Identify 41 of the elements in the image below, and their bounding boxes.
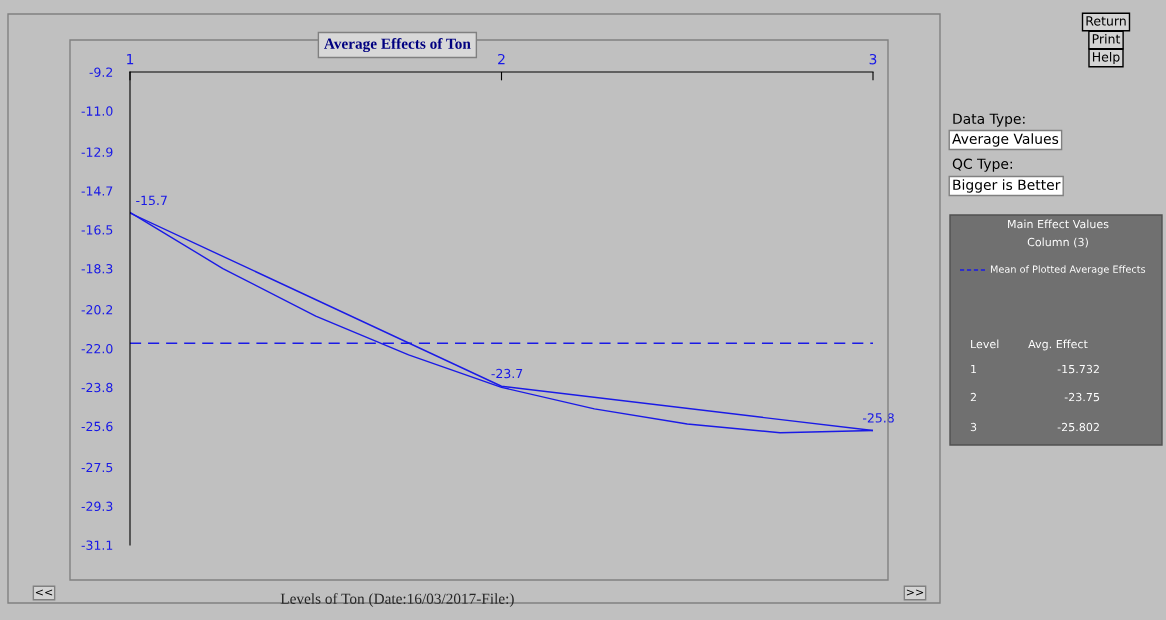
x-axis-title: Levels of Ton (Date:16/03/2017-File:) <box>280 592 514 608</box>
y-tick-label: -23.8 <box>81 382 113 393</box>
text: Data Type: <box>953 113 1025 127</box>
text: -25.802 <box>1057 422 1099 432</box>
data-label: -25.8 <box>863 413 894 423</box>
y-tick-label: -14.7 <box>81 186 113 196</box>
text: Bigger is Better <box>953 179 1061 193</box>
y-tick-label: -27.5 <box>81 462 113 473</box>
text: 3 <box>970 422 977 432</box>
chart-title: Average Effects of Ton <box>324 37 471 53</box>
text: 1 <box>971 364 977 374</box>
y-tick-label: -22.0 <box>81 343 113 354</box>
text: QC Type: <box>952 158 1012 172</box>
text: Average Values <box>952 133 1059 147</box>
y-tick-label: -31.1 <box>81 540 113 550</box>
text: Help <box>1092 51 1120 65</box>
text: -15.732 <box>1057 364 1099 374</box>
y-tick-label: -12.9 <box>81 147 113 157</box>
y-tick-label: -18.3 <box>81 264 113 274</box>
legend-label: Mean of Plotted Average Effects <box>990 265 1146 275</box>
text: Level <box>971 339 999 349</box>
text: Main Effect Values <box>1008 219 1109 229</box>
text: Return <box>1086 16 1126 26</box>
y-tick-label: -16.5 <box>81 225 113 235</box>
x-tick-label: 3 <box>869 53 877 65</box>
y-tick-label: -11.0 <box>81 106 113 116</box>
text: 2 <box>970 392 976 402</box>
text: << <box>35 589 53 596</box>
text: -23.75 <box>1064 392 1100 402</box>
y-tick-label: -9.2 <box>89 67 113 77</box>
data-label: -23.7 <box>491 368 523 379</box>
x-tick-label: 2 <box>498 53 505 65</box>
y-tick-label: -20.2 <box>81 305 113 315</box>
text: Print <box>1092 33 1121 44</box>
text: Avg. Effect <box>1028 339 1088 351</box>
y-tick-label: -25.6 <box>81 421 113 432</box>
text: Column (3) <box>1027 237 1088 248</box>
data-label: -15.7 <box>136 195 167 206</box>
x-tick-label: 1 <box>127 54 134 65</box>
text: >> <box>906 589 924 596</box>
y-tick-label: -29.3 <box>81 501 113 512</box>
